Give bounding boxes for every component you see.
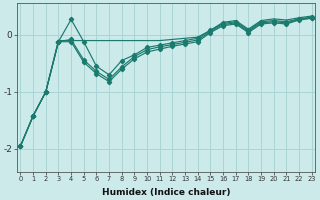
X-axis label: Humidex (Indice chaleur): Humidex (Indice chaleur) (102, 188, 230, 197)
